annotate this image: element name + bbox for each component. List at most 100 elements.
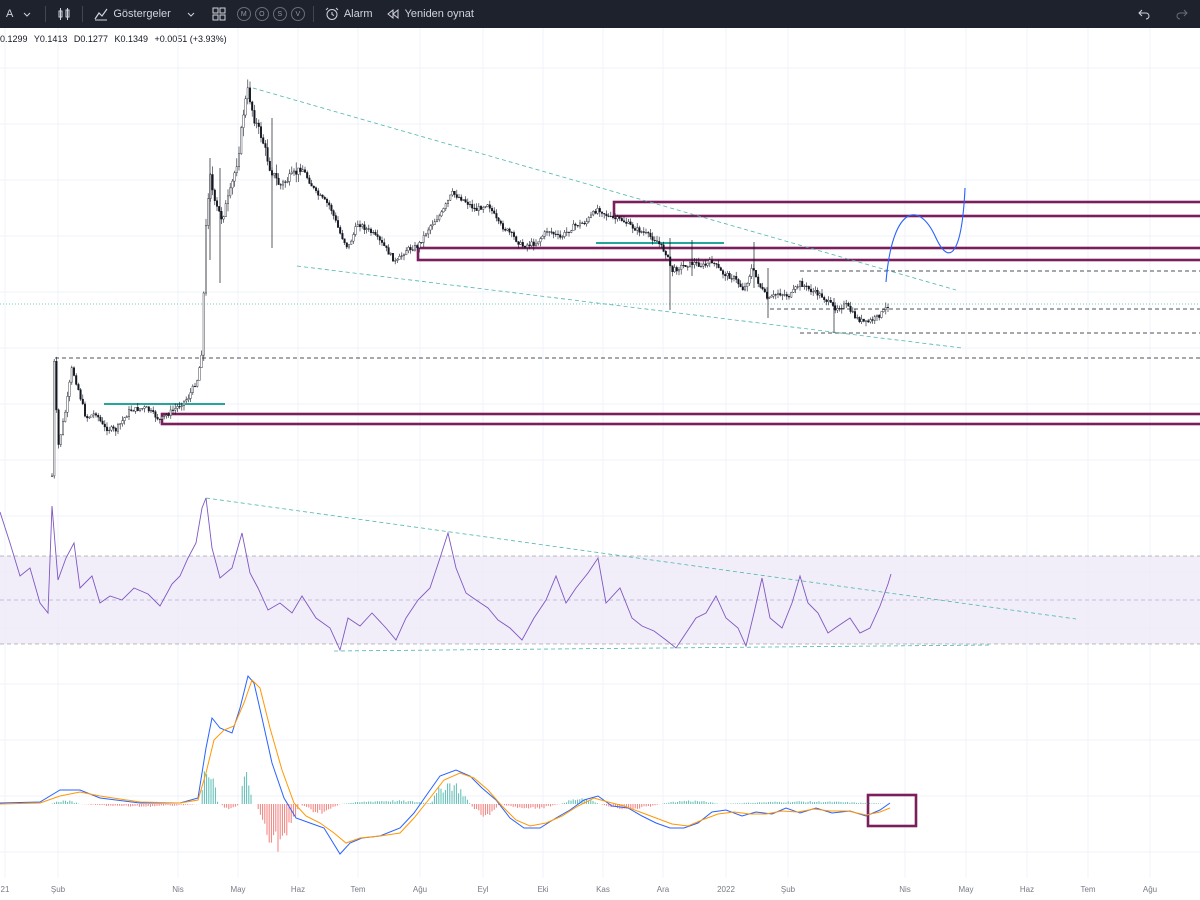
candle (618, 216, 621, 221)
candle (244, 95, 247, 118)
ohlc-legend: 0.1299 Y0.1413 D0.1277 K0.1349 +0.0051 (… (0, 34, 231, 44)
candle (697, 257, 700, 267)
indicators-button[interactable]: Göstergeler (87, 0, 176, 28)
candle (108, 426, 111, 434)
candle (790, 291, 793, 298)
candle (264, 140, 267, 156)
candle (581, 221, 584, 224)
candle (240, 125, 243, 155)
candle (383, 238, 386, 247)
top-toolbar: A Göstergeler M O S V Alarm (0, 0, 1200, 28)
candle (436, 214, 439, 223)
replay-button[interactable]: Yeniden oynat (379, 0, 480, 28)
candle (409, 244, 412, 254)
toolbar-divider (45, 6, 47, 22)
candle (590, 211, 593, 219)
candle (356, 220, 359, 228)
template-badge-v[interactable]: V (290, 7, 305, 21)
candle (222, 215, 225, 223)
candle (422, 231, 425, 248)
candle (68, 379, 71, 402)
redo-button[interactable] (1164, 0, 1200, 28)
alarm-button[interactable]: Alarm (318, 0, 379, 28)
rsi-lower-trendline (333, 644, 991, 652)
time-axis-label: 2022 (717, 885, 735, 894)
candle (713, 262, 716, 267)
candle (255, 118, 258, 129)
candle (499, 219, 502, 226)
candle (502, 220, 505, 232)
candle (317, 188, 320, 200)
rsi-upper-trendline (205, 497, 1077, 620)
candle (438, 213, 441, 222)
candle (862, 318, 865, 323)
undo-button[interactable] (1124, 0, 1164, 28)
candle (695, 258, 698, 267)
candle (141, 408, 144, 411)
candle (211, 166, 214, 196)
candle (473, 203, 476, 212)
candle (101, 417, 104, 425)
candle (737, 278, 740, 288)
candle (130, 405, 133, 412)
candle (609, 211, 612, 218)
template-badge-m[interactable]: M (236, 7, 251, 21)
template-badge-s[interactable]: S (272, 7, 287, 21)
symbol-button[interactable]: A (0, 0, 41, 28)
candle (592, 210, 595, 217)
candle (51, 473, 54, 477)
ohlc-change: +0.0051 (+3.93%) (154, 34, 227, 44)
candle (143, 405, 146, 413)
candle (444, 202, 447, 211)
chart-type-button[interactable] (50, 0, 78, 28)
indicators-dropdown[interactable] (177, 0, 205, 28)
layout-button[interactable] (205, 0, 233, 28)
candle (427, 227, 430, 239)
candle (832, 301, 835, 307)
candle (295, 162, 298, 183)
candle (266, 139, 269, 166)
candle (730, 274, 733, 283)
candle (460, 194, 463, 202)
candle (350, 239, 353, 245)
candle (642, 227, 645, 236)
candle (407, 245, 410, 254)
candle (838, 305, 841, 312)
candle (651, 232, 654, 245)
time-axis-label: Şub (781, 885, 796, 894)
candle (233, 170, 236, 187)
candle (513, 230, 516, 240)
candle (202, 291, 205, 362)
candle (711, 255, 714, 264)
candle (385, 245, 388, 252)
candle (614, 213, 617, 224)
time-axis-label: Eyl (477, 885, 488, 894)
candle (816, 287, 819, 300)
chart-canvas[interactable]: 21 Şub Nis May Haz Tem Ağu Eyl Eki Kas Ara 2022 Şub N… (0, 28, 1200, 900)
candle (510, 231, 513, 238)
candle (119, 423, 122, 430)
candle (169, 405, 172, 419)
candle (323, 195, 326, 200)
candle (86, 414, 89, 422)
chevron-down-icon (19, 6, 35, 22)
candle (319, 193, 322, 196)
candle (612, 215, 615, 220)
candle (105, 422, 108, 436)
candle (818, 291, 821, 299)
candle (519, 240, 522, 246)
template-badge-o[interactable]: O (254, 7, 269, 21)
candle (772, 290, 775, 299)
candle (653, 236, 656, 242)
candle (213, 188, 216, 206)
candle (176, 403, 179, 412)
candle (191, 384, 194, 395)
time-axis-label: 21 (1, 885, 10, 894)
candle (843, 300, 846, 310)
candle (572, 220, 575, 231)
supply-demand-zones (160, 200, 1200, 828)
time-axis-label: Eki (537, 885, 548, 894)
candle (601, 211, 604, 217)
candle (453, 190, 456, 198)
candle (715, 263, 718, 269)
